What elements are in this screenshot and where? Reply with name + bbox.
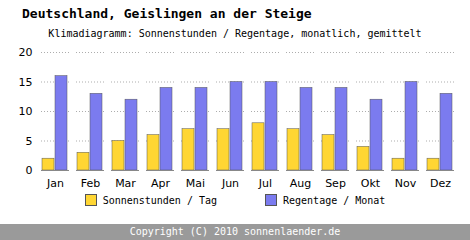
html-text:Regentage / Monat: Regentage / Monat [283,194,386,206]
svg-text:Jan: Jan [46,177,64,190]
svg-text:Nov: Nov [395,177,417,190]
svg-text:10: 10 [19,105,33,118]
svg-text:Feb: Feb [81,177,100,190]
html-text:Sonnenstunden / Tag: Sonnenstunden / Tag [102,194,217,206]
html-text:Klimadiagramm: Sonnenstunden /: Klimadiagramm: Sonnenstunden / Regentage… [48,28,422,39]
svg-text:Mai: Mai [186,177,205,190]
html-text:Copyright (C) 2010 sonnenlaend: Copyright (C) 2010 sonnenlaender.de [129,226,341,237]
svg-text:Sep: Sep [325,177,346,190]
svg-text:Apr: Apr [151,177,171,190]
svg-text:Aug: Aug [290,177,311,190]
svg-text:15: 15 [19,76,33,89]
svg-text:Mar: Mar [115,177,136,190]
svg-text:Okt: Okt [361,177,381,190]
svg-text:Jul: Jul [258,177,272,190]
svg-text:20: 20 [19,46,33,59]
svg-text:0: 0 [26,164,33,177]
svg-text:Jun: Jun [221,177,239,190]
svg-text:Dez: Dez [430,177,451,190]
svg-text:5: 5 [26,135,33,148]
html-text:Deutschland, Geislingen an der: Deutschland, Geislingen an der Steige [22,6,312,21]
